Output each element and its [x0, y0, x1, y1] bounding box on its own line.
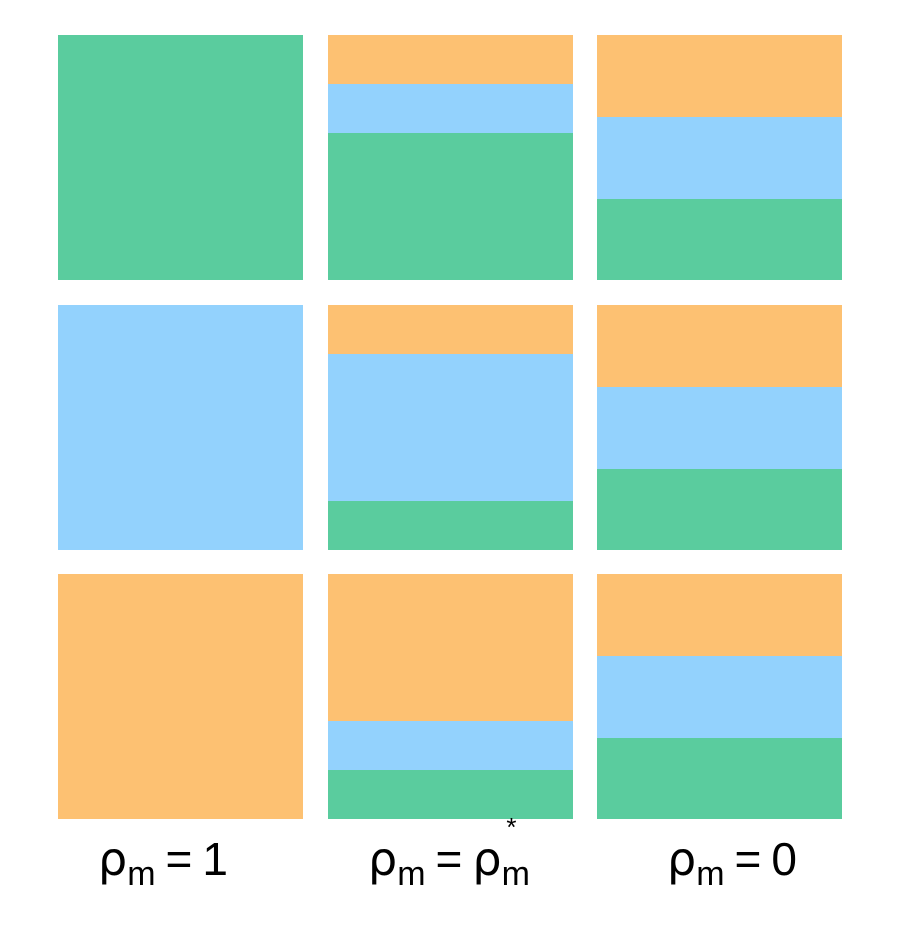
green-band — [328, 770, 573, 819]
rho-subscript: m — [397, 855, 426, 893]
star-superscript: * — [506, 812, 517, 842]
equals-sign: = — [435, 833, 463, 885]
orange-band — [328, 574, 573, 721]
green-band — [597, 199, 842, 280]
green-band — [328, 501, 573, 550]
orange-band — [597, 35, 842, 117]
orange-band — [597, 574, 842, 656]
green-band — [597, 738, 842, 819]
equals-sign: = — [734, 833, 762, 885]
rho-subscript: m — [696, 855, 725, 893]
blue-band — [328, 721, 573, 770]
rho-value-subscript: m — [501, 855, 530, 893]
panel-grid — [58, 35, 842, 819]
blue-band — [597, 387, 842, 469]
rho-subscript: m — [127, 855, 156, 893]
orange-band — [328, 305, 573, 354]
blue-band — [328, 84, 573, 133]
panel-r1-c2 — [597, 305, 842, 550]
rho-star-group: ρm * — [472, 814, 530, 891]
column-label-1: ρm = 1 — [98, 836, 228, 906]
panel-r0-c2 — [597, 35, 842, 280]
orange-band — [328, 35, 573, 84]
panel-r2-c1 — [328, 574, 573, 819]
column-label-2: ρm = ρm * — [368, 814, 530, 906]
rho-symbol: ρ — [667, 832, 697, 886]
panel-r2-c0 — [58, 574, 303, 819]
panel-r0-c0 — [58, 35, 303, 280]
label-value: 0 — [771, 833, 797, 885]
green-band — [597, 469, 842, 550]
panel-r1-c1 — [328, 305, 573, 550]
rho-value-symbol: ρ — [472, 832, 502, 886]
orange-band — [58, 574, 303, 819]
panel-r1-c0 — [58, 305, 303, 550]
orange-band — [597, 305, 842, 387]
panel-r2-c2 — [597, 574, 842, 819]
equals-sign: = — [165, 833, 193, 885]
green-band — [58, 35, 303, 280]
rho-symbol: ρ — [98, 832, 128, 886]
label-value: 1 — [202, 833, 228, 885]
blue-band — [328, 354, 573, 501]
green-band — [328, 133, 573, 280]
panel-r0-c1 — [328, 35, 573, 280]
blue-band — [597, 656, 842, 738]
blue-band — [597, 117, 842, 199]
blue-band — [58, 305, 303, 550]
column-label-3: ρm = 0 — [667, 836, 797, 906]
rho-symbol: ρ — [368, 832, 398, 886]
